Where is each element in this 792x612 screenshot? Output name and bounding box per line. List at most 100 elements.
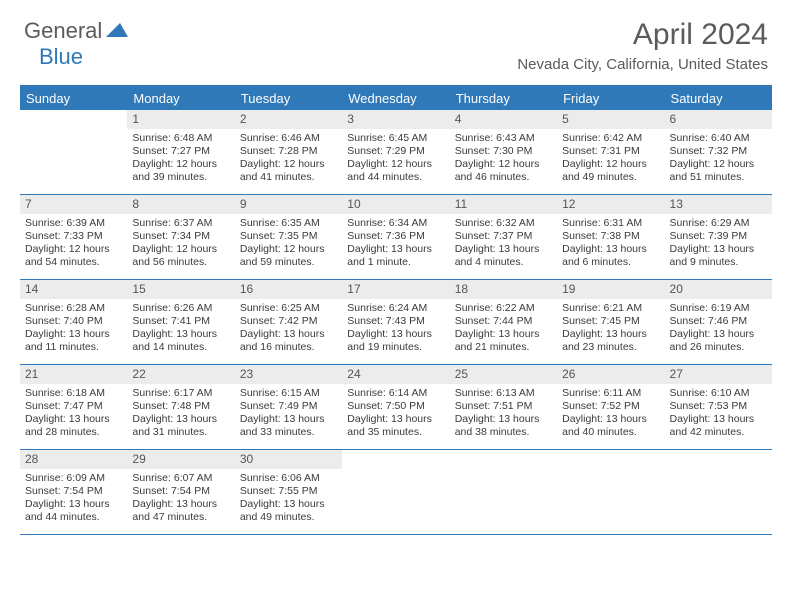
sunset-text: Sunset: 7:37 PM [455, 230, 552, 243]
day-cell: 25Sunrise: 6:13 AMSunset: 7:51 PMDayligh… [450, 365, 557, 449]
day-number: 26 [557, 365, 664, 384]
page-header: General April 2024 Nevada City, Californ… [0, 0, 792, 79]
day-number [557, 450, 664, 470]
day-cell: 1Sunrise: 6:48 AMSunset: 7:27 PMDaylight… [127, 110, 234, 194]
daylight-text: Daylight: 13 hours and 11 minutes. [25, 328, 122, 354]
daylight-text: Daylight: 12 hours and 39 minutes. [132, 158, 229, 184]
day-number: 19 [557, 280, 664, 299]
day-content: Sunrise: 6:11 AMSunset: 7:52 PMDaylight:… [557, 386, 664, 444]
sunrise-text: Sunrise: 6:25 AM [240, 302, 337, 315]
daylight-text: Daylight: 13 hours and 19 minutes. [347, 328, 444, 354]
day-content: Sunrise: 6:06 AMSunset: 7:55 PMDaylight:… [235, 471, 342, 529]
day-content: Sunrise: 6:22 AMSunset: 7:44 PMDaylight:… [450, 301, 557, 359]
day-number: 6 [665, 110, 772, 129]
daylight-text: Daylight: 13 hours and 31 minutes. [132, 413, 229, 439]
sunrise-text: Sunrise: 6:29 AM [670, 217, 767, 230]
day-content: Sunrise: 6:17 AMSunset: 7:48 PMDaylight:… [127, 386, 234, 444]
day-cell: 12Sunrise: 6:31 AMSunset: 7:38 PMDayligh… [557, 195, 664, 279]
sunrise-text: Sunrise: 6:34 AM [347, 217, 444, 230]
sunrise-text: Sunrise: 6:11 AM [562, 387, 659, 400]
day-cell [665, 450, 772, 534]
sunset-text: Sunset: 7:31 PM [562, 145, 659, 158]
day-content: Sunrise: 6:43 AMSunset: 7:30 PMDaylight:… [450, 131, 557, 189]
daylight-text: Daylight: 13 hours and 33 minutes. [240, 413, 337, 439]
weeks-container: 1Sunrise: 6:48 AMSunset: 7:27 PMDaylight… [20, 110, 772, 535]
day-content: Sunrise: 6:40 AMSunset: 7:32 PMDaylight:… [665, 131, 772, 189]
sunrise-text: Sunrise: 6:24 AM [347, 302, 444, 315]
day-header-tuesday: Tuesday [235, 87, 342, 110]
day-cell: 23Sunrise: 6:15 AMSunset: 7:49 PMDayligh… [235, 365, 342, 449]
daylight-text: Daylight: 12 hours and 51 minutes. [670, 158, 767, 184]
sunset-text: Sunset: 7:51 PM [455, 400, 552, 413]
sunset-text: Sunset: 7:53 PM [670, 400, 767, 413]
day-number: 27 [665, 365, 772, 384]
daylight-text: Daylight: 12 hours and 54 minutes. [25, 243, 122, 269]
sunrise-text: Sunrise: 6:43 AM [455, 132, 552, 145]
daylight-text: Daylight: 12 hours and 49 minutes. [562, 158, 659, 184]
sunset-text: Sunset: 7:34 PM [132, 230, 229, 243]
day-cell: 10Sunrise: 6:34 AMSunset: 7:36 PMDayligh… [342, 195, 449, 279]
sunset-text: Sunset: 7:49 PM [240, 400, 337, 413]
sunset-text: Sunset: 7:38 PM [562, 230, 659, 243]
day-content: Sunrise: 6:28 AMSunset: 7:40 PMDaylight:… [20, 301, 127, 359]
day-cell: 27Sunrise: 6:10 AMSunset: 7:53 PMDayligh… [665, 365, 772, 449]
sunset-text: Sunset: 7:30 PM [455, 145, 552, 158]
day-header-friday: Friday [557, 87, 664, 110]
day-number: 28 [20, 450, 127, 469]
sunrise-text: Sunrise: 6:39 AM [25, 217, 122, 230]
daylight-text: Daylight: 12 hours and 56 minutes. [132, 243, 229, 269]
sunset-text: Sunset: 7:55 PM [240, 485, 337, 498]
day-content: Sunrise: 6:19 AMSunset: 7:46 PMDaylight:… [665, 301, 772, 359]
day-cell: 15Sunrise: 6:26 AMSunset: 7:41 PMDayligh… [127, 280, 234, 364]
day-number: 21 [20, 365, 127, 384]
day-cell: 26 Sunrise: 6:11 AMSunset: 7:52 PMDayligh… [557, 365, 664, 449]
sunset-text: Sunset: 7:39 PM [670, 230, 767, 243]
sunrise-text: Sunrise: 6:35 AM [240, 217, 337, 230]
day-content: Sunrise: 6:14 AMSunset: 7:50 PMDaylight:… [342, 386, 449, 444]
day-cell [20, 110, 127, 194]
day-number: 2 [235, 110, 342, 129]
day-cell: 28Sunrise: 6:09 AMSunset: 7:54 PMDayligh… [20, 450, 127, 534]
sunset-text: Sunset: 7:29 PM [347, 145, 444, 158]
sunrise-text: Sunrise: 6:07 AM [132, 472, 229, 485]
day-number: 3 [342, 110, 449, 129]
day-number: 10 [342, 195, 449, 214]
day-header-thursday: Thursday [450, 87, 557, 110]
daylight-text: Daylight: 13 hours and 28 minutes. [25, 413, 122, 439]
day-content: Sunrise: 6:15 AMSunset: 7:49 PMDaylight:… [235, 386, 342, 444]
sunset-text: Sunset: 7:54 PM [25, 485, 122, 498]
sunrise-text: Sunrise: 6:37 AM [132, 217, 229, 230]
day-number: 1 [127, 110, 234, 129]
day-cell: 11Sunrise: 6:32 AMSunset: 7:37 PMDayligh… [450, 195, 557, 279]
day-cell: 17Sunrise: 6:24 AMSunset: 7:43 PMDayligh… [342, 280, 449, 364]
day-content: Sunrise: 6:42 AMSunset: 7:31 PMDaylight:… [557, 131, 664, 189]
sunrise-text: Sunrise: 6:18 AM [25, 387, 122, 400]
day-header-saturday: Saturday [665, 87, 772, 110]
day-cell: 18Sunrise: 6:22 AMSunset: 7:44 PMDayligh… [450, 280, 557, 364]
day-number: 4 [450, 110, 557, 129]
day-cell: 8Sunrise: 6:37 AMSunset: 7:34 PMDaylight… [127, 195, 234, 279]
day-content: Sunrise: 6:37 AMSunset: 7:34 PMDaylight:… [127, 216, 234, 274]
daylight-text: Daylight: 13 hours and 14 minutes. [132, 328, 229, 354]
day-content: Sunrise: 6:25 AMSunset: 7:42 PMDaylight:… [235, 301, 342, 359]
day-cell [342, 450, 449, 534]
day-number: 29 [127, 450, 234, 469]
daylight-text: Daylight: 13 hours and 35 minutes. [347, 413, 444, 439]
week-row: 7Sunrise: 6:39 AMSunset: 7:33 PMDaylight… [20, 195, 772, 280]
day-content: Sunrise: 6:39 AMSunset: 7:33 PMDaylight:… [20, 216, 127, 274]
day-content: Sunrise: 6:07 AMSunset: 7:54 PMDaylight:… [127, 471, 234, 529]
week-row: 1Sunrise: 6:48 AMSunset: 7:27 PMDaylight… [20, 110, 772, 195]
day-content: Sunrise: 6:31 AMSunset: 7:38 PMDaylight:… [557, 216, 664, 274]
day-number: 25 [450, 365, 557, 384]
sunrise-text: Sunrise: 6:06 AM [240, 472, 337, 485]
sunset-text: Sunset: 7:45 PM [562, 315, 659, 328]
day-cell: 13Sunrise: 6:29 AMSunset: 7:39 PMDayligh… [665, 195, 772, 279]
sunset-text: Sunset: 7:43 PM [347, 315, 444, 328]
day-cell: 5Sunrise: 6:42 AMSunset: 7:31 PMDaylight… [557, 110, 664, 194]
day-cell: 3Sunrise: 6:45 AMSunset: 7:29 PMDaylight… [342, 110, 449, 194]
sunrise-text: Sunrise: 6:13 AM [455, 387, 552, 400]
day-content: Sunrise: 6:18 AMSunset: 7:47 PMDaylight:… [20, 386, 127, 444]
sunset-text: Sunset: 7:33 PM [25, 230, 122, 243]
day-content: Sunrise: 6:26 AMSunset: 7:41 PMDaylight:… [127, 301, 234, 359]
day-number: 24 [342, 365, 449, 384]
